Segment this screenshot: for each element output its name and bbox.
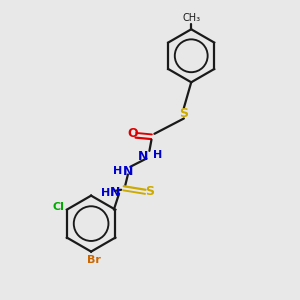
Text: H: H <box>153 150 162 160</box>
Text: S: S <box>146 185 154 198</box>
Text: H: H <box>113 166 122 176</box>
Text: O: O <box>127 127 138 140</box>
Text: Cl: Cl <box>52 202 64 212</box>
Text: N: N <box>123 165 133 178</box>
Text: N: N <box>110 186 121 199</box>
Text: CH₃: CH₃ <box>182 13 200 22</box>
Text: Br: Br <box>87 255 101 265</box>
Text: H: H <box>101 188 110 198</box>
Text: S: S <box>179 107 188 120</box>
Text: N: N <box>138 150 149 163</box>
